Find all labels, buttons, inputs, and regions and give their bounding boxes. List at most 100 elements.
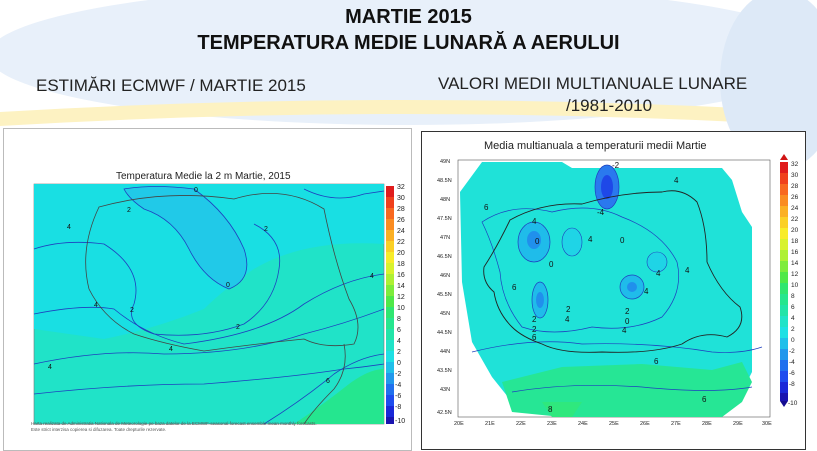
right-cbar-label: 6 [791, 304, 795, 311]
lon-label: 30E [762, 421, 772, 427]
right-cbar-label: 4 [791, 315, 795, 322]
main-subtitle: TEMPERATURA MEDIE LUNARĂ A AERULUI [197, 32, 620, 54]
right-contour-label: -2 [612, 161, 620, 170]
right-contour-label: 4 [685, 266, 690, 275]
lat-label: 45N [440, 311, 450, 317]
right-cbar-label: -6 [789, 370, 795, 377]
lat-label: 42.5N [437, 410, 452, 416]
right-contour-label: 6 [484, 203, 489, 212]
right-contour-label: 6 [654, 357, 659, 366]
left-subtitle: ESTIMĂRI ECMWF / MARTIE 2015 [36, 76, 306, 95]
right-cbar-label: 18 [791, 238, 799, 245]
right-cbar-label: 26 [791, 194, 799, 201]
right-contour-label: -4 [597, 208, 605, 217]
left-cbar-label: 32 [397, 184, 405, 191]
lon-label: 21E [485, 421, 495, 427]
right-contour-labels: -2 -4 4 6 4 0 4 0 4 0 4 4 6 2 2 2 0 2 4 … [484, 161, 707, 414]
right-cbar-label: 24 [791, 205, 799, 212]
right-contour-label: 6 [702, 395, 707, 404]
left-cbar-label: 28 [397, 206, 405, 213]
right-contour-label: 6 [532, 333, 537, 342]
lon-label: 26E [640, 421, 650, 427]
right-contour-label: 4 [644, 287, 649, 296]
right-cbar-label: 14 [791, 260, 799, 267]
right-cbar-label: 22 [791, 216, 799, 223]
left-cbar-label: 12 [397, 294, 405, 301]
lat-label: 47N [440, 235, 450, 241]
right-map-panel: 32 30 28 26 24 22 20 18 16 14 12 10 8 6 … [421, 131, 806, 450]
right-cbar-label: 2 [791, 326, 795, 333]
lat-label: 43N [440, 387, 450, 393]
right-contour-label: 0 [625, 317, 630, 326]
right-contour-label: 2 [566, 305, 571, 314]
main-title: MARTIE 2015 [345, 6, 472, 28]
lon-label: 22E [516, 421, 526, 427]
left-contour-label: 2 [264, 226, 268, 233]
left-cbar-label: -10 [395, 418, 405, 425]
right-colorbar [780, 154, 788, 407]
left-contour-label: 6 [326, 378, 330, 385]
lon-label: 20E [454, 421, 464, 427]
left-cbar-label: -6 [395, 393, 401, 400]
right-cbar-label: -2 [789, 348, 795, 355]
left-cbar-label: 10 [397, 305, 405, 312]
lon-label: 27E [671, 421, 681, 427]
left-map-title: Temperatura Medie la 2 m Martie, 2015 [116, 171, 291, 182]
lon-label: 29E [733, 421, 743, 427]
left-map-svg: 32 30 28 26 24 22 20 18 16 14 12 10 8 6 … [33, 183, 405, 425]
right-contour-label: 0 [620, 236, 625, 245]
lat-label: 44N [440, 349, 450, 355]
right-map-svg: 32 30 28 26 24 22 20 18 16 14 12 10 8 6 … [437, 154, 799, 427]
right-contour-label: 0 [535, 237, 540, 246]
left-cbar-label: 24 [397, 228, 405, 235]
left-colorbar [386, 186, 394, 424]
left-cbar-label: 18 [397, 261, 405, 268]
right-cbar-label: 8 [791, 293, 795, 300]
left-contour-label: 0 [194, 187, 198, 194]
left-cbar-label: -4 [395, 382, 401, 389]
lat-label: 44.5N [437, 330, 452, 336]
left-cbar-label: 4 [397, 338, 401, 345]
lon-label: 23E [547, 421, 557, 427]
right-cbar-label: -8 [789, 381, 795, 388]
right-subtitle-line1: VALORI MEDII MULTIANUALE LUNARE [438, 74, 748, 93]
right-contour-label: 2 [532, 325, 537, 334]
right-contour-label: 8 [548, 405, 553, 414]
lat-label: 43.5N [437, 368, 452, 374]
lat-label: 46N [440, 273, 450, 279]
right-contour-label: 2 [625, 307, 630, 316]
left-contour-label: 2 [236, 324, 240, 331]
right-cbar-label: 28 [791, 183, 799, 190]
lon-label: 28E [702, 421, 712, 427]
right-colorbar-labels: 32 30 28 26 24 22 20 18 16 14 12 10 8 6 … [788, 161, 799, 407]
right-cbar-label: -10 [788, 400, 798, 407]
left-cbar-label: 20 [397, 250, 405, 257]
left-contour-labels: 0 2 2 2 2 4 4 4 4 4 6 0 [48, 187, 374, 385]
left-cbar-label: 22 [397, 239, 405, 246]
lat-labels: 49N 48.5N 48N 47.5N 47N 46.5N 46N 45.5N … [437, 159, 452, 416]
left-cbar-label: 14 [397, 283, 405, 290]
right-cbar-label: 32 [791, 161, 799, 168]
right-cbar-label: 30 [791, 172, 799, 179]
lon-label: 24E [578, 421, 588, 427]
lat-label: 49N [440, 159, 450, 165]
left-cbar-label: 6 [397, 327, 401, 334]
right-cbar-label: 12 [791, 271, 799, 278]
right-contour-label: 4 [622, 326, 627, 335]
left-map-footnote: Harta realizata de Administratia Nationa… [31, 421, 317, 432]
right-contour-label: 4 [656, 269, 661, 278]
left-contour-label: 4 [48, 364, 52, 371]
left-cbar-label: 30 [397, 195, 405, 202]
right-cbar-label: 0 [791, 337, 795, 344]
lat-label: 48N [440, 197, 450, 203]
lon-label: 25E [609, 421, 619, 427]
right-subtitle-line2: /1981-2010 [566, 96, 653, 115]
left-contour-label: 2 [130, 307, 134, 314]
right-contour-label: 4 [674, 176, 679, 185]
lat-label: 46.5N [437, 254, 452, 260]
right-cbar-label: 10 [791, 282, 799, 289]
right-contour-label: 4 [565, 315, 570, 324]
lon-labels: 20E 21E 22E 23E 24E 25E 26E 27E 28E 29E … [454, 421, 772, 427]
right-cbar-label: 16 [791, 249, 799, 256]
right-contour-label: 2 [532, 315, 537, 324]
